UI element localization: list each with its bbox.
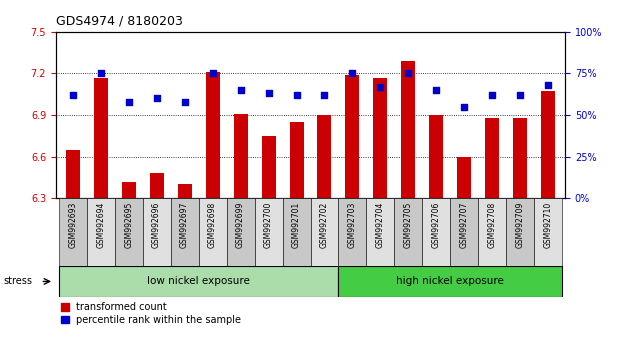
Bar [422,198,450,266]
Point [460,104,469,110]
Bar [150,173,163,198]
Text: GSM992705: GSM992705 [404,202,413,248]
Bar [199,198,227,266]
Point [515,92,525,98]
Text: GDS4974 / 8180203: GDS4974 / 8180203 [56,14,183,27]
Point [432,87,442,93]
Bar [94,78,107,198]
Bar [486,118,499,198]
Text: GSM992699: GSM992699 [236,202,245,248]
Text: GSM992709: GSM992709 [516,202,525,248]
Point [96,71,106,76]
Text: high nickel exposure: high nickel exposure [396,276,504,286]
Bar [66,150,79,198]
Bar [506,198,534,266]
Point [235,87,245,93]
Point [263,91,273,96]
Point [348,71,358,76]
Bar [206,72,220,198]
Bar [373,78,388,198]
Text: GSM992703: GSM992703 [348,202,357,248]
Bar [122,182,135,198]
Bar [59,266,338,297]
Bar [178,184,192,198]
Legend: transformed count, percentile rank within the sample: transformed count, percentile rank withi… [61,302,242,325]
Bar [59,198,87,266]
Bar [310,198,338,266]
Point [404,71,414,76]
Bar [233,114,248,198]
Bar [450,198,478,266]
Text: GSM992698: GSM992698 [208,202,217,248]
Bar [171,198,199,266]
Point [207,71,217,76]
Text: GSM992704: GSM992704 [376,202,385,248]
Bar [458,157,471,198]
Bar [338,198,366,266]
Text: GSM992694: GSM992694 [96,202,105,248]
Text: stress: stress [3,276,32,286]
Text: GSM992710: GSM992710 [544,202,553,248]
Bar [255,198,283,266]
Point [68,92,78,98]
Text: low nickel exposure: low nickel exposure [147,276,250,286]
Bar [338,266,562,297]
Text: GSM992693: GSM992693 [68,202,77,248]
Bar [87,198,115,266]
Bar [429,115,443,198]
Text: GSM992700: GSM992700 [264,202,273,248]
Bar [317,115,332,198]
Bar [227,198,255,266]
Point [152,96,161,101]
Text: GSM992708: GSM992708 [488,202,497,248]
Bar [289,122,304,198]
Point [291,92,301,98]
Bar [143,198,171,266]
Bar [261,136,276,198]
Text: GSM992697: GSM992697 [180,202,189,248]
Bar [366,198,394,266]
Text: GSM992701: GSM992701 [292,202,301,248]
Bar [394,198,422,266]
Bar [534,198,562,266]
Point [320,92,330,98]
Bar [514,118,527,198]
Bar [401,61,415,198]
Bar [283,198,310,266]
Point [124,99,134,104]
Point [376,84,386,90]
Point [487,92,497,98]
Text: GSM992707: GSM992707 [460,202,469,248]
Text: GSM992706: GSM992706 [432,202,441,248]
Bar [345,75,360,198]
Bar [542,91,555,198]
Text: GSM992696: GSM992696 [152,202,161,248]
Point [179,99,189,104]
Text: GSM992695: GSM992695 [124,202,133,248]
Text: GSM992702: GSM992702 [320,202,329,248]
Bar [115,198,143,266]
Point [543,82,553,88]
Bar [478,198,506,266]
